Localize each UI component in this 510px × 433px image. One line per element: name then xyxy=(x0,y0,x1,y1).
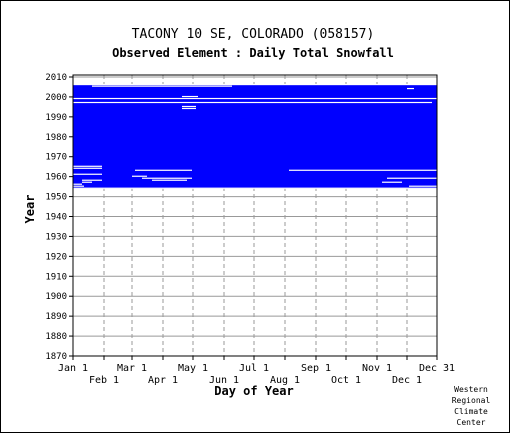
y-axis-label: Year xyxy=(23,195,37,224)
missing-period xyxy=(73,165,102,167)
missing-period xyxy=(289,169,437,171)
y-tick-label: 1900 xyxy=(45,292,67,302)
y-tick-label: 2000 xyxy=(45,93,67,103)
wrcc-credit: Western Regional Climate Center xyxy=(441,384,501,428)
missing-period xyxy=(142,177,192,179)
missing-period xyxy=(182,105,196,108)
chart-title: TACONY 10 SE, COLORADO (058157) xyxy=(132,27,375,42)
y-tick-label: 1870 xyxy=(45,352,67,362)
missing-period xyxy=(73,185,84,187)
missing-period xyxy=(152,179,187,181)
missing-period xyxy=(82,179,102,181)
y-tick-label: 1970 xyxy=(45,153,67,163)
missing-period xyxy=(73,173,102,175)
missing-period xyxy=(73,183,82,185)
chart-subtitle: Observed Element : Daily Total Snowfall xyxy=(112,46,394,60)
credit-line: Climate xyxy=(454,407,488,416)
missing-period xyxy=(73,97,437,100)
missing-period xyxy=(182,95,198,98)
missing-period xyxy=(382,181,402,183)
credit-line: Western xyxy=(454,385,488,394)
plot-area: 1870 1880 1890 1900 1910 1920 1930 1940 1950 1960… xyxy=(45,73,455,386)
x-tick-label: Sep 1 xyxy=(301,363,331,374)
missing-period xyxy=(132,175,147,177)
x-tick-label: Jun 1 xyxy=(209,375,239,386)
x-tick-label: Dec 31 xyxy=(419,363,455,374)
x-axis-label: Day of Year xyxy=(214,384,293,398)
missing-period xyxy=(409,185,437,187)
y-tick-label: 1960 xyxy=(45,173,67,183)
missing-period xyxy=(135,169,192,171)
missing-period xyxy=(387,177,437,179)
missing-period xyxy=(73,83,437,86)
y-tick-label: 1880 xyxy=(45,332,67,342)
y-tick-label: 1930 xyxy=(45,232,67,242)
y-tick-label: 1950 xyxy=(45,193,67,203)
x-tick-label: Mar 1 xyxy=(117,363,147,374)
y-tick-label: 1990 xyxy=(45,113,67,123)
missing-period xyxy=(73,101,432,104)
x-tick-label: Feb 1 xyxy=(89,375,119,386)
credit-line: Center xyxy=(456,418,486,427)
x-tick-label: Apr 1 xyxy=(148,375,178,386)
y-tick-label: 1890 xyxy=(45,312,67,322)
y-tick-label: 1920 xyxy=(45,252,67,262)
data-band xyxy=(73,84,437,189)
x-tick-label: Aug 1 xyxy=(270,375,300,386)
y-tick-label: 1910 xyxy=(45,272,67,282)
x-tick-label: Jul 1 xyxy=(239,363,269,374)
missing-period xyxy=(82,181,92,183)
missing-period xyxy=(92,85,232,87)
x-tick-label: Jan 1 xyxy=(58,363,88,374)
plot-border xyxy=(72,74,438,357)
y-tick-label: 1980 xyxy=(45,133,67,143)
x-tick-label: May 1 xyxy=(178,363,208,374)
missing-period xyxy=(407,87,414,90)
missing-period xyxy=(73,167,102,169)
missing-period xyxy=(182,107,196,110)
y-tick-label: 1940 xyxy=(45,212,67,222)
x-tick-label: Oct 1 xyxy=(331,375,361,386)
x-tick-label: Dec 1 xyxy=(392,375,422,386)
missing-period xyxy=(73,187,437,189)
x-tick-label: Nov 1 xyxy=(362,363,392,374)
y-tick-label: 2010 xyxy=(45,73,67,83)
credit-line: Regional xyxy=(451,396,491,405)
